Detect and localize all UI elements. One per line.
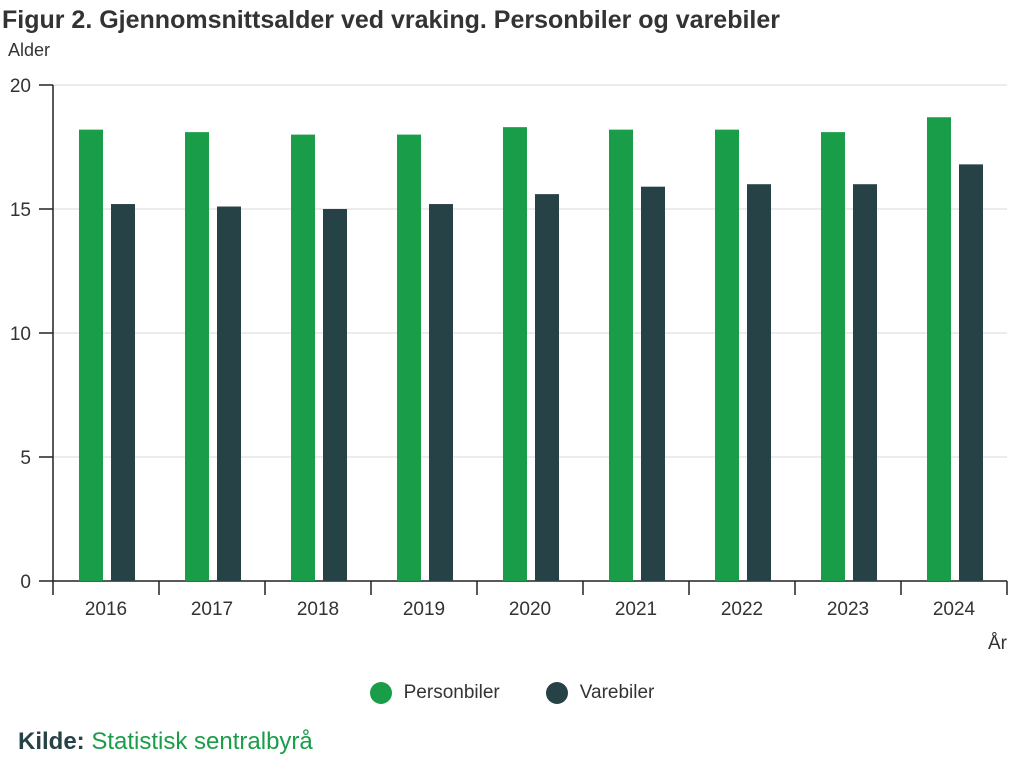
x-tick-label: 2017 xyxy=(191,599,233,620)
y-tick-label: 15 xyxy=(10,200,31,221)
x-tick-label: 2024 xyxy=(933,599,976,620)
bar-personbiler-2024[interactable] xyxy=(927,117,951,582)
bar-chart: 0 5 10 15 20 2016 2017 2018 2019 2020 2021 2022 2023… xyxy=(10,76,1008,654)
bar-varebiler-2016[interactable] xyxy=(111,204,135,582)
bar-varebiler-2023[interactable] xyxy=(853,184,877,581)
x-tick-label: 2018 xyxy=(297,599,339,620)
legend-marker-varebiler xyxy=(545,682,568,704)
x-tick-label: 2021 xyxy=(615,599,657,620)
legend-item-personbiler[interactable]: Personbiler xyxy=(369,682,500,704)
legend-item-varebiler[interactable]: Varebiler xyxy=(545,682,655,704)
x-tick-label: 2020 xyxy=(509,599,551,620)
source-link[interactable]: Statistisk sentralbyrå xyxy=(91,728,313,755)
y-tick-label: 0 xyxy=(20,572,31,593)
bar-varebiler-2024[interactable] xyxy=(959,164,983,582)
source-note: Kilde: Statistisk sentralbyrå xyxy=(18,728,313,756)
y-tick-label: 20 xyxy=(10,76,31,97)
x-tick-label: 2022 xyxy=(721,599,763,620)
bar-personbiler-2023[interactable] xyxy=(821,132,845,581)
source-label: Kilde: xyxy=(18,728,85,755)
bar-personbiler-2018[interactable] xyxy=(291,134,315,581)
chart-title: Figur 2. Gjennomsnittsalder ved vraking.… xyxy=(2,6,781,34)
bar-personbiler-2019[interactable] xyxy=(397,134,421,581)
x-tick-label: 2023 xyxy=(827,599,869,620)
legend-label-personbiler: Personbiler xyxy=(403,682,500,703)
bar-personbiler-2017[interactable] xyxy=(185,132,209,581)
bar-personbiler-2021[interactable] xyxy=(609,129,633,581)
y-axis-label: Alder xyxy=(8,40,51,60)
bar-varebiler-2022[interactable] xyxy=(747,184,771,581)
legend-marker-personbiler xyxy=(369,682,392,704)
bar-varebiler-2018[interactable] xyxy=(323,209,347,581)
x-axis-label: År xyxy=(988,633,1008,654)
bar-varebiler-2019[interactable] xyxy=(429,204,453,582)
bar-personbiler-2016[interactable] xyxy=(79,129,103,581)
bar-personbiler-2022[interactable] xyxy=(715,129,739,581)
bar-personbiler-2020[interactable] xyxy=(503,127,527,581)
y-tick-label: 10 xyxy=(10,324,31,345)
bar-varebiler-2021[interactable] xyxy=(641,186,665,581)
legend: Personbiler Varebiler xyxy=(0,682,1024,704)
bar-varebiler-2017[interactable] xyxy=(217,206,241,581)
legend-label-varebiler: Varebiler xyxy=(579,682,655,703)
x-tick-label: 2016 xyxy=(85,599,127,620)
bar-varebiler-2020[interactable] xyxy=(535,194,559,581)
y-tick-label: 5 xyxy=(20,448,31,469)
x-tick-label: 2019 xyxy=(403,599,445,620)
